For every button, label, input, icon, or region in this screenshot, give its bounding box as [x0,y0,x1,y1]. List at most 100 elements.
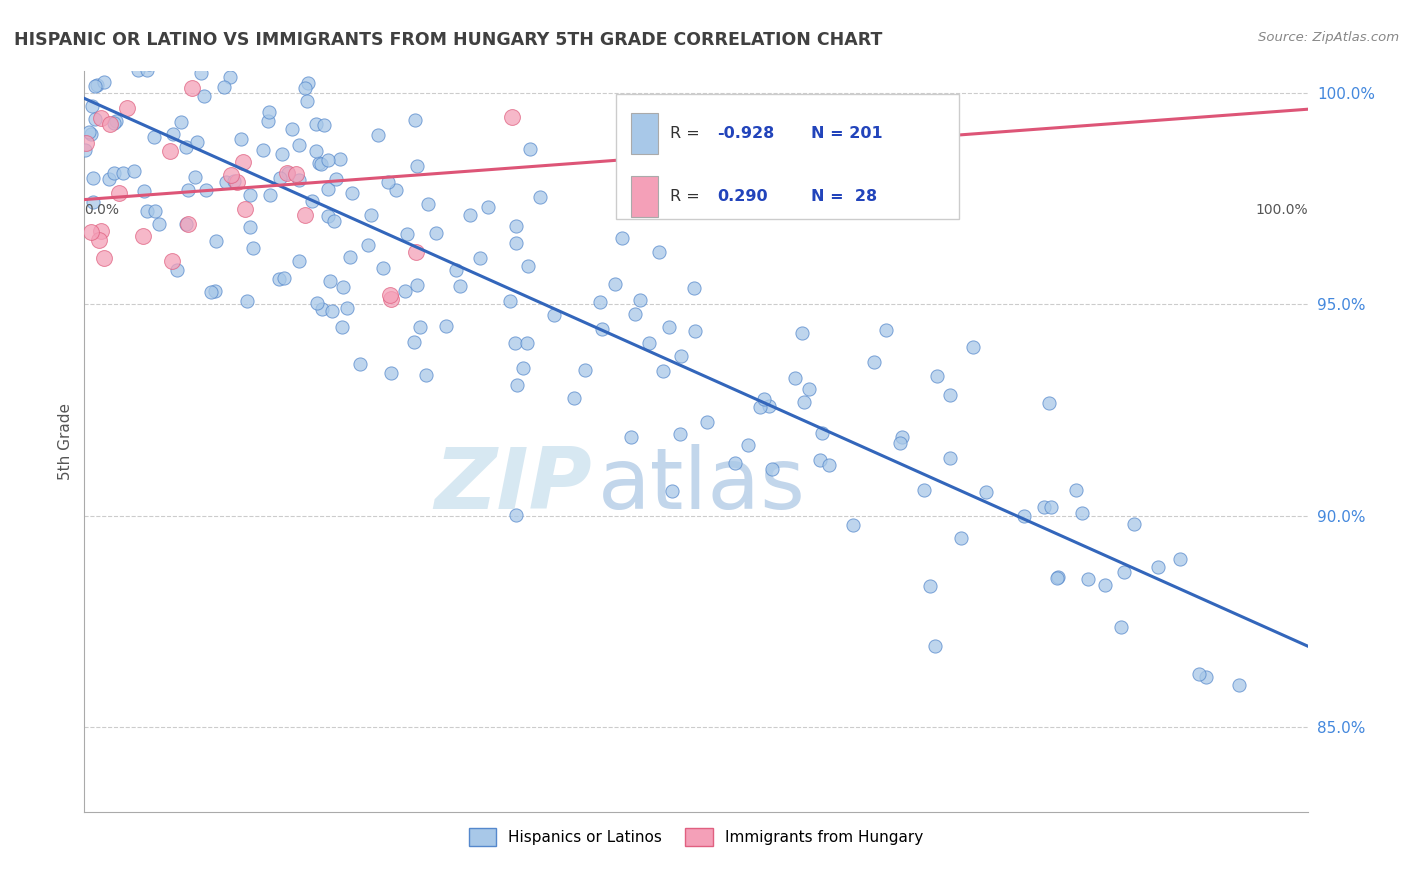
Point [668,427,690,442]
Text: atlas: atlas [598,444,806,527]
Point [273,271,295,285]
Point [793,395,815,409]
Point [93,251,115,265]
Point [502,110,524,124]
Point [591,322,613,336]
Point [332,320,354,334]
Point [212,79,235,94]
Legend: Hispanics or Latinos, Immigrants from Hungary: Hispanics or Latinos, Immigrants from Hu… [463,822,929,852]
Point [195,182,218,196]
Point [100,43,122,57]
Point [219,70,242,84]
Point [683,324,706,338]
Point [1047,569,1070,583]
Point [77,125,100,139]
Point [190,66,212,80]
Point [385,183,408,197]
Point [1147,560,1170,574]
Point [380,292,402,306]
Point [810,425,832,440]
Point [808,453,831,467]
Point [506,377,529,392]
Point [503,335,526,350]
Point [1039,500,1062,514]
Point [177,217,200,231]
Point [889,436,911,450]
Point [222,174,245,188]
Point [205,235,228,249]
Point [918,579,941,593]
Point [174,140,197,154]
Point [169,43,191,57]
Point [82,194,104,209]
Point [112,166,135,180]
Point [709,105,731,120]
Point [404,112,426,127]
Point [322,213,344,227]
Point [97,171,120,186]
Point [658,319,681,334]
Point [640,107,662,121]
Point [724,456,747,470]
Point [277,166,299,180]
Point [80,99,103,113]
Point [107,43,129,57]
Point [142,130,165,145]
Point [505,508,527,522]
Point [418,196,440,211]
Point [90,224,112,238]
Point [335,301,357,315]
Point [939,451,962,466]
Point [193,89,215,103]
Point [318,153,340,167]
Point [505,219,527,233]
Point [377,175,399,189]
Point [160,254,183,268]
Point [204,285,226,299]
Point [758,400,780,414]
Point [1064,483,1087,498]
Text: R =: R = [671,189,710,204]
Text: 0.290: 0.290 [717,189,768,204]
Point [1195,670,1218,684]
Point [287,173,309,187]
Point [159,145,181,159]
Point [239,188,262,202]
Point [91,43,114,57]
Point [318,274,340,288]
Point [380,287,402,301]
Point [177,183,200,197]
Text: N =  28: N = 28 [811,189,877,204]
Point [239,219,262,234]
Point [75,136,97,151]
Point [181,81,204,95]
Point [308,156,330,170]
Point [962,340,984,354]
Point [912,483,935,497]
Point [470,251,492,265]
Point [405,245,427,260]
Point [1046,571,1069,585]
Point [792,326,814,340]
Point [162,127,184,141]
Point [136,63,159,78]
Point [235,202,257,217]
Point [267,272,290,286]
Point [1032,500,1054,514]
Point [166,262,188,277]
Point [671,349,693,363]
Point [79,226,101,240]
Point [169,115,191,129]
Point [747,117,769,131]
Point [394,284,416,298]
Point [519,142,541,156]
Point [817,458,839,472]
Text: 0.0%: 0.0% [84,203,120,217]
Point [925,369,948,384]
Point [288,137,311,152]
Point [562,391,585,405]
Point [367,128,389,142]
Point [105,114,128,128]
Point [1109,620,1132,634]
Point [252,143,274,157]
